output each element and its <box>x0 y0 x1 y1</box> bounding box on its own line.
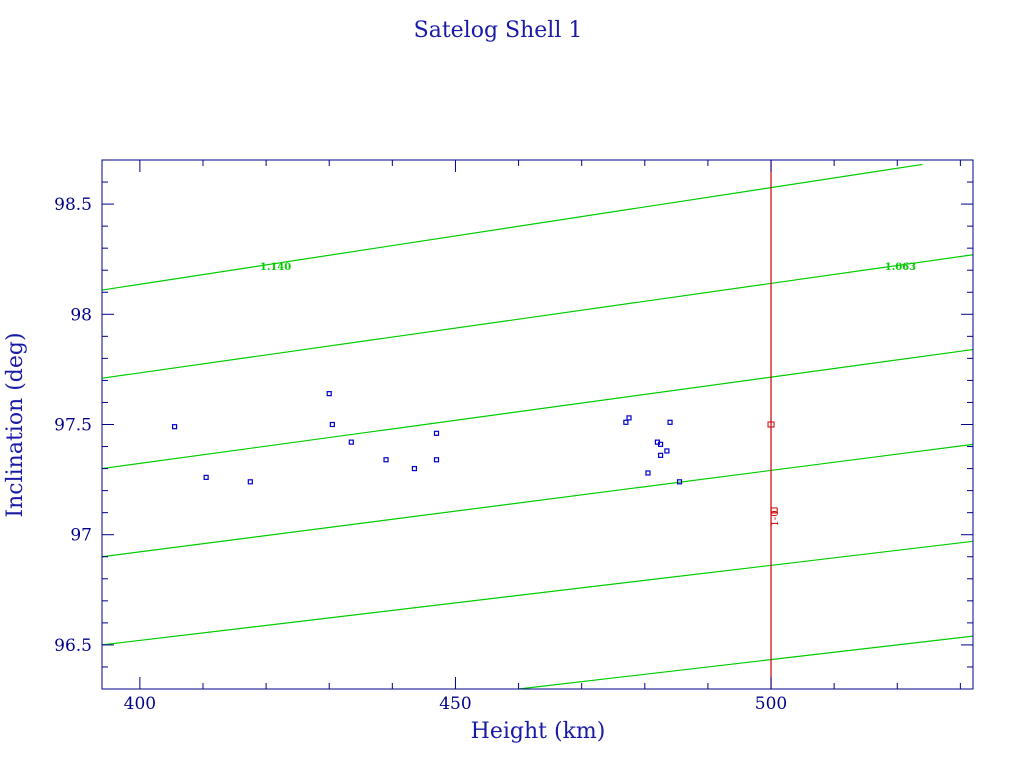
y-axis-label: Inclination (deg) <box>3 332 28 517</box>
contour-line-3 <box>102 348 973 470</box>
data-point-11 <box>623 419 629 425</box>
x-tick-label-500: 500 <box>755 694 787 714</box>
reference-marker-1 <box>767 421 775 428</box>
x-tick-label-450: 450 <box>439 694 471 714</box>
reference-marker-2 <box>770 507 778 514</box>
y-tick-label-97.5: 97.5 <box>54 416 92 436</box>
plot-area: 1.140 1.063 1-0 400 450 500 96.5 97 97.5 98 98.5 <box>54 159 974 714</box>
data-point-6 <box>348 439 354 445</box>
x-tick-label-400: 400 <box>124 694 156 714</box>
data-point-1 <box>171 424 178 430</box>
contour-label-2: 1.063 <box>885 262 916 273</box>
data-point-15 <box>657 441 664 447</box>
data-point-13 <box>645 470 651 476</box>
data-point-12 <box>626 415 632 421</box>
contour-line-2 <box>102 254 973 379</box>
reference-marker-label-2: 1-0 <box>770 510 781 526</box>
contour-line-4 <box>102 443 973 558</box>
contour-line-1 <box>102 163 923 291</box>
contour-label-1: 1.140 <box>260 262 291 273</box>
y-tick-label-96.5: 96.5 <box>54 636 92 656</box>
y-tick-label-98: 98 <box>70 305 92 325</box>
data-point-9 <box>433 430 440 436</box>
data-point-4 <box>326 391 332 397</box>
x-axis-label: Height (km) <box>471 719 606 744</box>
data-point-3 <box>247 479 253 485</box>
data-point-16 <box>657 452 664 458</box>
data-point-8 <box>411 465 418 472</box>
y-tick-label-98.5: 98.5 <box>54 195 92 215</box>
data-point-18 <box>667 419 673 425</box>
chart-title: Satelog Shell 1 <box>414 18 583 43</box>
contour-line-5 <box>102 540 973 646</box>
data-point-10 <box>433 457 440 463</box>
data-point-5 <box>329 421 335 428</box>
data-point-19 <box>676 479 683 485</box>
data-point-17 <box>664 448 670 454</box>
plot-frame <box>101 159 974 690</box>
y-tick-label-97: 97 <box>70 526 92 546</box>
data-point-2 <box>203 474 209 480</box>
contour-line-6 <box>518 635 973 689</box>
data-point-7 <box>383 457 389 463</box>
